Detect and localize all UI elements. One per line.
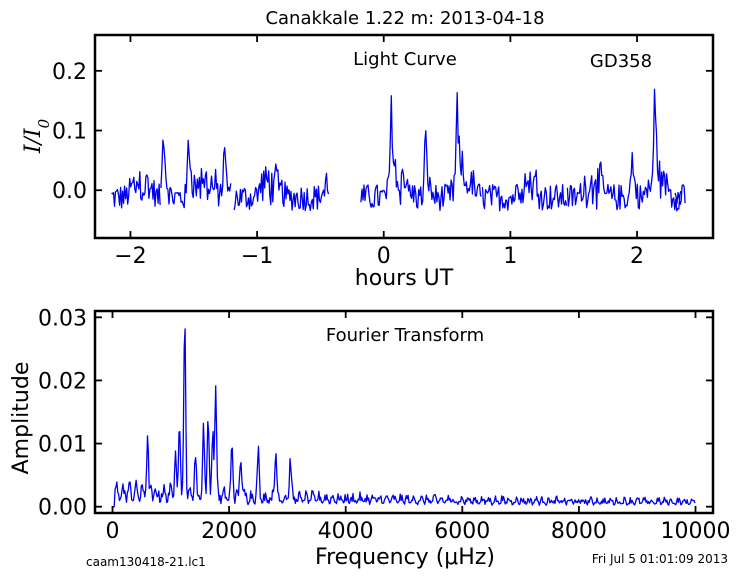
light-curve-ytick-label: 0.1 xyxy=(52,120,87,145)
light-curve-xtick-label: −1 xyxy=(241,244,273,269)
fourier-xtick-label: 4000 xyxy=(318,519,374,544)
fourier-xtick-label: 2000 xyxy=(201,519,257,544)
fourier-panel: 0 2000 4000 6000 8000 10000 0.00 0.01 0.02 0.03 F… xyxy=(9,306,731,570)
fourier-xtick-label: 10000 xyxy=(661,519,731,544)
light-curve-axes-frame xyxy=(93,33,715,240)
fourier-ticks: 0 2000 4000 6000 8000 10000 0.00 0.01 0.02 0.03 xyxy=(38,306,730,544)
footer-filename: caam130418-21.lc1 xyxy=(86,555,206,569)
light-curve-panel: −2 −1 0 1 2 0.0 0.1 0.2 Light Curve GD358 hours… xyxy=(21,33,715,291)
fourier-xtick-label: 0 xyxy=(105,519,119,544)
light-curve-xlabel: hours UT xyxy=(355,266,454,291)
fourier-series xyxy=(112,328,696,508)
fourier-ytick-label: 0.02 xyxy=(38,369,87,394)
fourier-xlabel: Frequency (μHz) xyxy=(315,545,495,570)
fourier-ytick-label: 0.01 xyxy=(38,433,87,458)
light-curve-series xyxy=(111,88,686,212)
light-curve-xtick-label: −2 xyxy=(114,244,146,269)
fourier-ytick-label: 0.00 xyxy=(38,496,87,521)
light-curve-ytick-label: 0.0 xyxy=(52,179,87,204)
svg-text:I/I0: I/I0 xyxy=(21,118,53,154)
light-curve-ytick-label: 0.2 xyxy=(52,60,87,85)
light-curve-xtick-label: 0 xyxy=(377,244,391,269)
star-name-annotation: GD358 xyxy=(590,51,652,72)
fourier-ytick-label: 0.03 xyxy=(38,306,87,331)
figure-title: Canakkale 1.22 m: 2013-04-18 xyxy=(265,8,544,29)
light-curve-ylabel: I/I0 xyxy=(21,118,53,154)
footer-timestamp: Fri Jul 5 01:01:09 2013 xyxy=(592,552,728,566)
fourier-annotation: Fourier Transform xyxy=(326,325,484,346)
light-curve-ticks: −2 −1 0 1 2 0.0 0.1 0.2 xyxy=(52,35,713,269)
light-curve-xtick-label: 2 xyxy=(630,244,644,269)
fourier-xtick-label: 6000 xyxy=(434,519,490,544)
fourier-axes-frame xyxy=(93,309,715,515)
light-curve-xtick-label: 1 xyxy=(503,244,517,269)
fourier-xtick-label: 8000 xyxy=(551,519,607,544)
light-curve-annotation: Light Curve xyxy=(353,49,457,70)
fourier-ylabel: Amplitude xyxy=(9,362,34,475)
